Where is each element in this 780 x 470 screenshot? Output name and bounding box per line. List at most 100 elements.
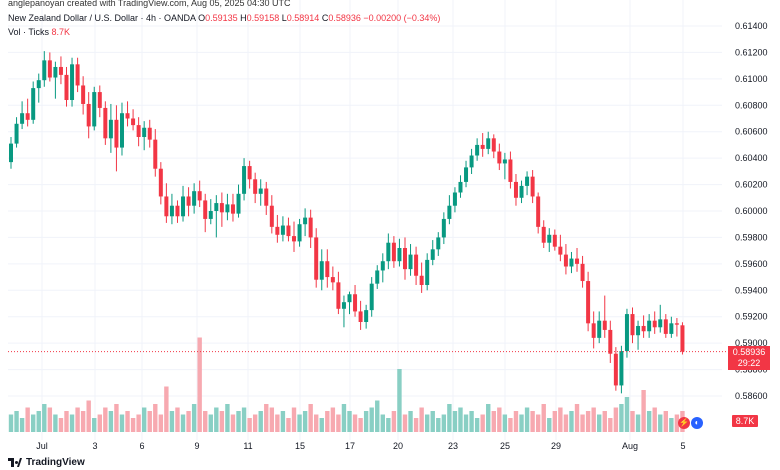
volume-bar bbox=[452, 411, 458, 432]
flash-event-icon[interactable]: ⚡ bbox=[678, 417, 690, 429]
volume-bar bbox=[92, 418, 97, 432]
volume-bar bbox=[541, 404, 546, 432]
dividend-event-icon[interactable]: ◐ bbox=[691, 417, 703, 429]
price-tick-label: 0.61400 bbox=[735, 21, 768, 31]
candle-body bbox=[347, 294, 352, 303]
volume-bar bbox=[25, 407, 30, 432]
volume-bar bbox=[652, 407, 657, 432]
price-axis[interactable]: 0.61400 0.61200 0.61000 0.60800 0.60600 0.604… bbox=[735, 21, 768, 401]
volume-bar bbox=[219, 411, 225, 432]
candle-body bbox=[513, 181, 518, 198]
last-price-value: 0.58936 bbox=[732, 346, 766, 357]
candle-body bbox=[203, 200, 208, 219]
volume-bar bbox=[314, 414, 319, 432]
volume-bar bbox=[164, 386, 169, 432]
candle-body bbox=[636, 325, 641, 336]
volume-bar bbox=[474, 418, 480, 432]
candle-body bbox=[131, 118, 136, 126]
volume-bar bbox=[597, 414, 602, 432]
candle-body bbox=[397, 248, 402, 262]
volume-bar bbox=[663, 411, 669, 432]
volume-bar bbox=[591, 407, 596, 432]
candle-body bbox=[502, 159, 507, 164]
volume-bar bbox=[297, 414, 302, 432]
price-tick-label: 0.59800 bbox=[735, 232, 768, 242]
volume-bar bbox=[141, 407, 147, 432]
candle-body bbox=[42, 60, 47, 81]
candlesticks bbox=[9, 51, 685, 394]
candle-body bbox=[236, 193, 241, 214]
candle-body bbox=[147, 127, 152, 140]
low-label: L bbox=[281, 13, 287, 23]
volume-bar bbox=[375, 400, 380, 432]
volume-bar bbox=[325, 411, 330, 432]
price-tick-label: 0.60800 bbox=[735, 100, 768, 110]
time-axis[interactable]: Jul 3 6 9 11 15 17 20 23 25 29 Aug 5 bbox=[36, 441, 685, 451]
volume-bar bbox=[569, 411, 574, 432]
volume-bar bbox=[319, 418, 324, 432]
candle-body bbox=[608, 329, 613, 354]
volume-bar bbox=[458, 407, 463, 432]
candle-body bbox=[31, 88, 36, 120]
tradingview-logo[interactable]: TradingView bbox=[8, 457, 85, 468]
candle-body bbox=[314, 237, 319, 280]
volume-bar bbox=[530, 411, 535, 432]
candle-body bbox=[219, 203, 224, 213]
candle-body bbox=[97, 92, 102, 108]
candle-body bbox=[508, 159, 513, 182]
volume-bar bbox=[225, 404, 230, 432]
volume-bar bbox=[497, 407, 502, 432]
volume-bar bbox=[441, 414, 447, 432]
volume-bar bbox=[369, 407, 374, 432]
volume-bar bbox=[97, 414, 102, 432]
tradingview-mark-icon bbox=[8, 458, 22, 467]
candle-body bbox=[197, 191, 202, 201]
candle-body bbox=[447, 205, 452, 219]
volume-bar bbox=[608, 418, 613, 432]
event-markers[interactable]: ⚡ ◐ bbox=[678, 417, 703, 429]
candle-body bbox=[586, 281, 591, 324]
candle-body bbox=[469, 155, 474, 168]
candle-body bbox=[275, 226, 280, 235]
high-label: H bbox=[240, 13, 247, 23]
candle-body bbox=[169, 205, 174, 217]
volume-bar bbox=[535, 414, 541, 432]
volume-bar bbox=[402, 414, 408, 432]
volume-bar bbox=[191, 404, 197, 432]
volume-bar bbox=[214, 407, 219, 432]
price-tick-label: 0.58600 bbox=[735, 391, 768, 401]
candle-body bbox=[308, 217, 313, 238]
candle-body bbox=[391, 242, 396, 262]
candle-body bbox=[264, 188, 269, 206]
candle-body bbox=[119, 113, 124, 148]
candle-body bbox=[9, 143, 13, 163]
candle-body bbox=[497, 151, 502, 164]
candle-body bbox=[253, 179, 258, 194]
time-tick-label: 9 bbox=[194, 441, 199, 451]
price-tick-label: 0.60200 bbox=[735, 180, 768, 190]
candle-body bbox=[230, 204, 235, 214]
volume-bar bbox=[158, 414, 164, 432]
volume-bar bbox=[358, 418, 363, 432]
volume-bar bbox=[286, 418, 291, 432]
tradingview-logo-text: TradingView bbox=[26, 457, 85, 468]
time-tick-label: 15 bbox=[295, 441, 305, 451]
price-tick-label: 0.59200 bbox=[735, 312, 768, 322]
volume-bar bbox=[264, 404, 269, 432]
candle-body bbox=[175, 205, 180, 217]
volume-bar bbox=[552, 411, 558, 432]
symbol-title: New Zealand Dollar / U.S. Dollar · 4h · … bbox=[8, 13, 196, 23]
candle-body bbox=[58, 66, 63, 75]
volume-bar bbox=[75, 407, 80, 432]
volume-bar bbox=[519, 414, 524, 432]
candle-body bbox=[652, 320, 657, 328]
candle-body bbox=[624, 314, 629, 352]
candle-body bbox=[519, 185, 524, 198]
volume-bar bbox=[169, 411, 175, 432]
candle-body bbox=[452, 192, 457, 206]
time-tick-label: 5 bbox=[680, 441, 685, 451]
candle-body bbox=[525, 176, 530, 186]
last-price-tag: 0.58936 29:22 bbox=[728, 345, 770, 370]
volume-bar bbox=[153, 404, 158, 432]
